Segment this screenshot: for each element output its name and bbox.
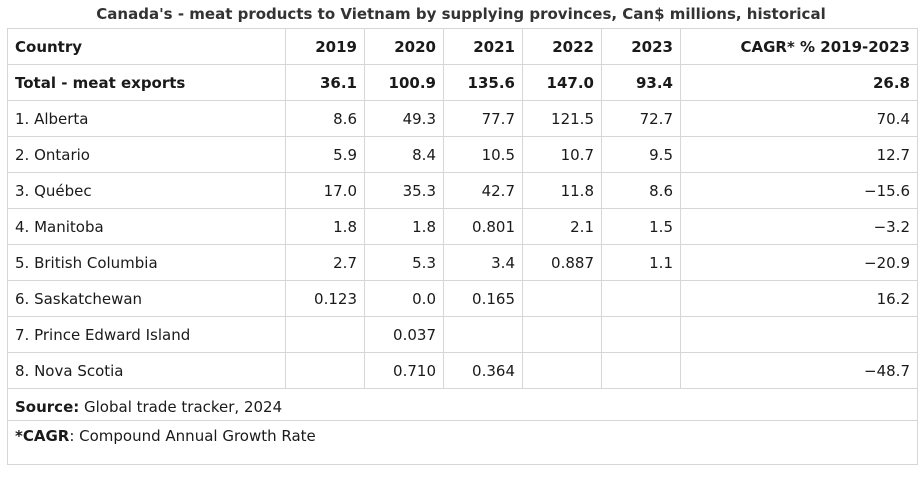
table-title: Canada's - meat products to Vietnam by s… — [96, 5, 826, 23]
cell-2021: 42.7 — [443, 172, 523, 209]
row-label: 5. British Columbia — [7, 244, 286, 281]
row-label: 4. Manitoba — [7, 208, 286, 245]
table-row: 3. Québec 17.0 35.3 42.7 11.8 8.6 −15.6 — [7, 172, 918, 209]
cell-2021: 0.801 — [443, 208, 523, 245]
cell-2020: 8.4 — [364, 136, 444, 173]
cell-2022: 10.7 — [522, 136, 602, 173]
cell-2019: 1.8 — [285, 208, 365, 245]
cell-2023 — [601, 316, 681, 353]
cell-2020: 100.9 — [364, 64, 444, 101]
cell-2023: 1.1 — [601, 244, 681, 281]
cell-2022 — [522, 316, 602, 353]
cell-2022: 147.0 — [522, 64, 602, 101]
table-row: 6. Saskatchewan 0.123 0.0 0.165 16.2 — [7, 280, 918, 317]
cagr-label: *CAGR — [15, 427, 70, 445]
row-label: 6. Saskatchewan — [7, 280, 286, 317]
cell-cagr: 16.2 — [680, 280, 918, 317]
cell-2021 — [443, 316, 523, 353]
cell-2022: 11.8 — [522, 172, 602, 209]
cell-2021: 135.6 — [443, 64, 523, 101]
cell-cagr: −20.9 — [680, 244, 918, 281]
cell-2019: 5.9 — [285, 136, 365, 173]
row-label: 2. Ontario — [7, 136, 286, 173]
cell-2019: 8.6 — [285, 100, 365, 137]
column-header-2021: 2021 — [443, 28, 523, 65]
cell-2020: 5.3 — [364, 244, 444, 281]
cell-2020: 1.8 — [364, 208, 444, 245]
column-header-2019: 2019 — [285, 28, 365, 65]
source-row: Source: Global trade tracker, 2024 — [7, 388, 918, 421]
cell-2022: 0.887 — [522, 244, 602, 281]
cagr-note-row: *CAGR: Compound Annual Growth Rate — [7, 420, 918, 465]
data-table: Country 2019 2020 2021 2022 2023 CAGR* %… — [7, 28, 918, 465]
cell-2019 — [285, 352, 365, 389]
cell-2022 — [522, 280, 602, 317]
cell-cagr: 26.8 — [680, 64, 918, 101]
column-header-2023: 2023 — [601, 28, 681, 65]
row-label: 3. Québec — [7, 172, 286, 209]
cell-2021: 77.7 — [443, 100, 523, 137]
cell-2019: 17.0 — [285, 172, 365, 209]
cell-2023: 93.4 — [601, 64, 681, 101]
cell-cagr: −3.2 — [680, 208, 918, 245]
cell-cagr: −15.6 — [680, 172, 918, 209]
cell-2021: 3.4 — [443, 244, 523, 281]
header-row: Country 2019 2020 2021 2022 2023 CAGR* %… — [7, 28, 918, 65]
column-header-country: Country — [7, 28, 286, 65]
cell-2023: 1.5 — [601, 208, 681, 245]
cell-2023 — [601, 352, 681, 389]
table-row: 8. Nova Scotia 0.710 0.364 −48.7 — [7, 352, 918, 389]
cell-2022: 121.5 — [522, 100, 602, 137]
source-note: Source: Global trade tracker, 2024 — [7, 388, 918, 421]
cell-2020: 0.710 — [364, 352, 444, 389]
row-label: 1. Alberta — [7, 100, 286, 137]
total-row: Total - meat exports 36.1 100.9 135.6 14… — [7, 64, 918, 101]
cell-2019 — [285, 316, 365, 353]
cell-2022: 2.1 — [522, 208, 602, 245]
cell-2019: 36.1 — [285, 64, 365, 101]
row-label: 7. Prince Edward Island — [7, 316, 286, 353]
row-label: Total - meat exports — [7, 64, 286, 101]
cagr-note: *CAGR: Compound Annual Growth Rate — [7, 420, 918, 465]
cell-2019: 2.7 — [285, 244, 365, 281]
cell-cagr: 70.4 — [680, 100, 918, 137]
table-row: 1. Alberta 8.6 49.3 77.7 121.5 72.7 70.4 — [7, 100, 918, 137]
cell-2023: 9.5 — [601, 136, 681, 173]
cell-2019: 0.123 — [285, 280, 365, 317]
cell-2021: 0.165 — [443, 280, 523, 317]
row-label: 8. Nova Scotia — [7, 352, 286, 389]
cell-2021: 10.5 — [443, 136, 523, 173]
cell-2020: 49.3 — [364, 100, 444, 137]
column-header-2020: 2020 — [364, 28, 444, 65]
cagr-text: : Compound Annual Growth Rate — [69, 427, 316, 445]
cell-2020: 0.037 — [364, 316, 444, 353]
cell-cagr — [680, 316, 918, 353]
cell-cagr: −48.7 — [680, 352, 918, 389]
table-row: 4. Manitoba 1.8 1.8 0.801 2.1 1.5 −3.2 — [7, 208, 918, 245]
cell-2020: 0.0 — [364, 280, 444, 317]
table-row: 2. Ontario 5.9 8.4 10.5 10.7 9.5 12.7 — [7, 136, 918, 173]
cell-2023: 72.7 — [601, 100, 681, 137]
cell-cagr: 12.7 — [680, 136, 918, 173]
table-row: 5. British Columbia 2.7 5.3 3.4 0.887 1.1 −20.… — [7, 244, 918, 281]
column-header-2022: 2022 — [522, 28, 602, 65]
column-header-cagr: CAGR* % 2019-2023 — [680, 28, 918, 65]
source-text: Global trade tracker, 2024 — [79, 397, 283, 416]
table-row: 7. Prince Edward Island 0.037 — [7, 316, 918, 353]
cell-2020: 35.3 — [364, 172, 444, 209]
cell-2023 — [601, 280, 681, 317]
cell-2023: 8.6 — [601, 172, 681, 209]
source-label: Source: — [15, 397, 80, 416]
cell-2021: 0.364 — [443, 352, 523, 389]
cell-2022 — [522, 352, 602, 389]
